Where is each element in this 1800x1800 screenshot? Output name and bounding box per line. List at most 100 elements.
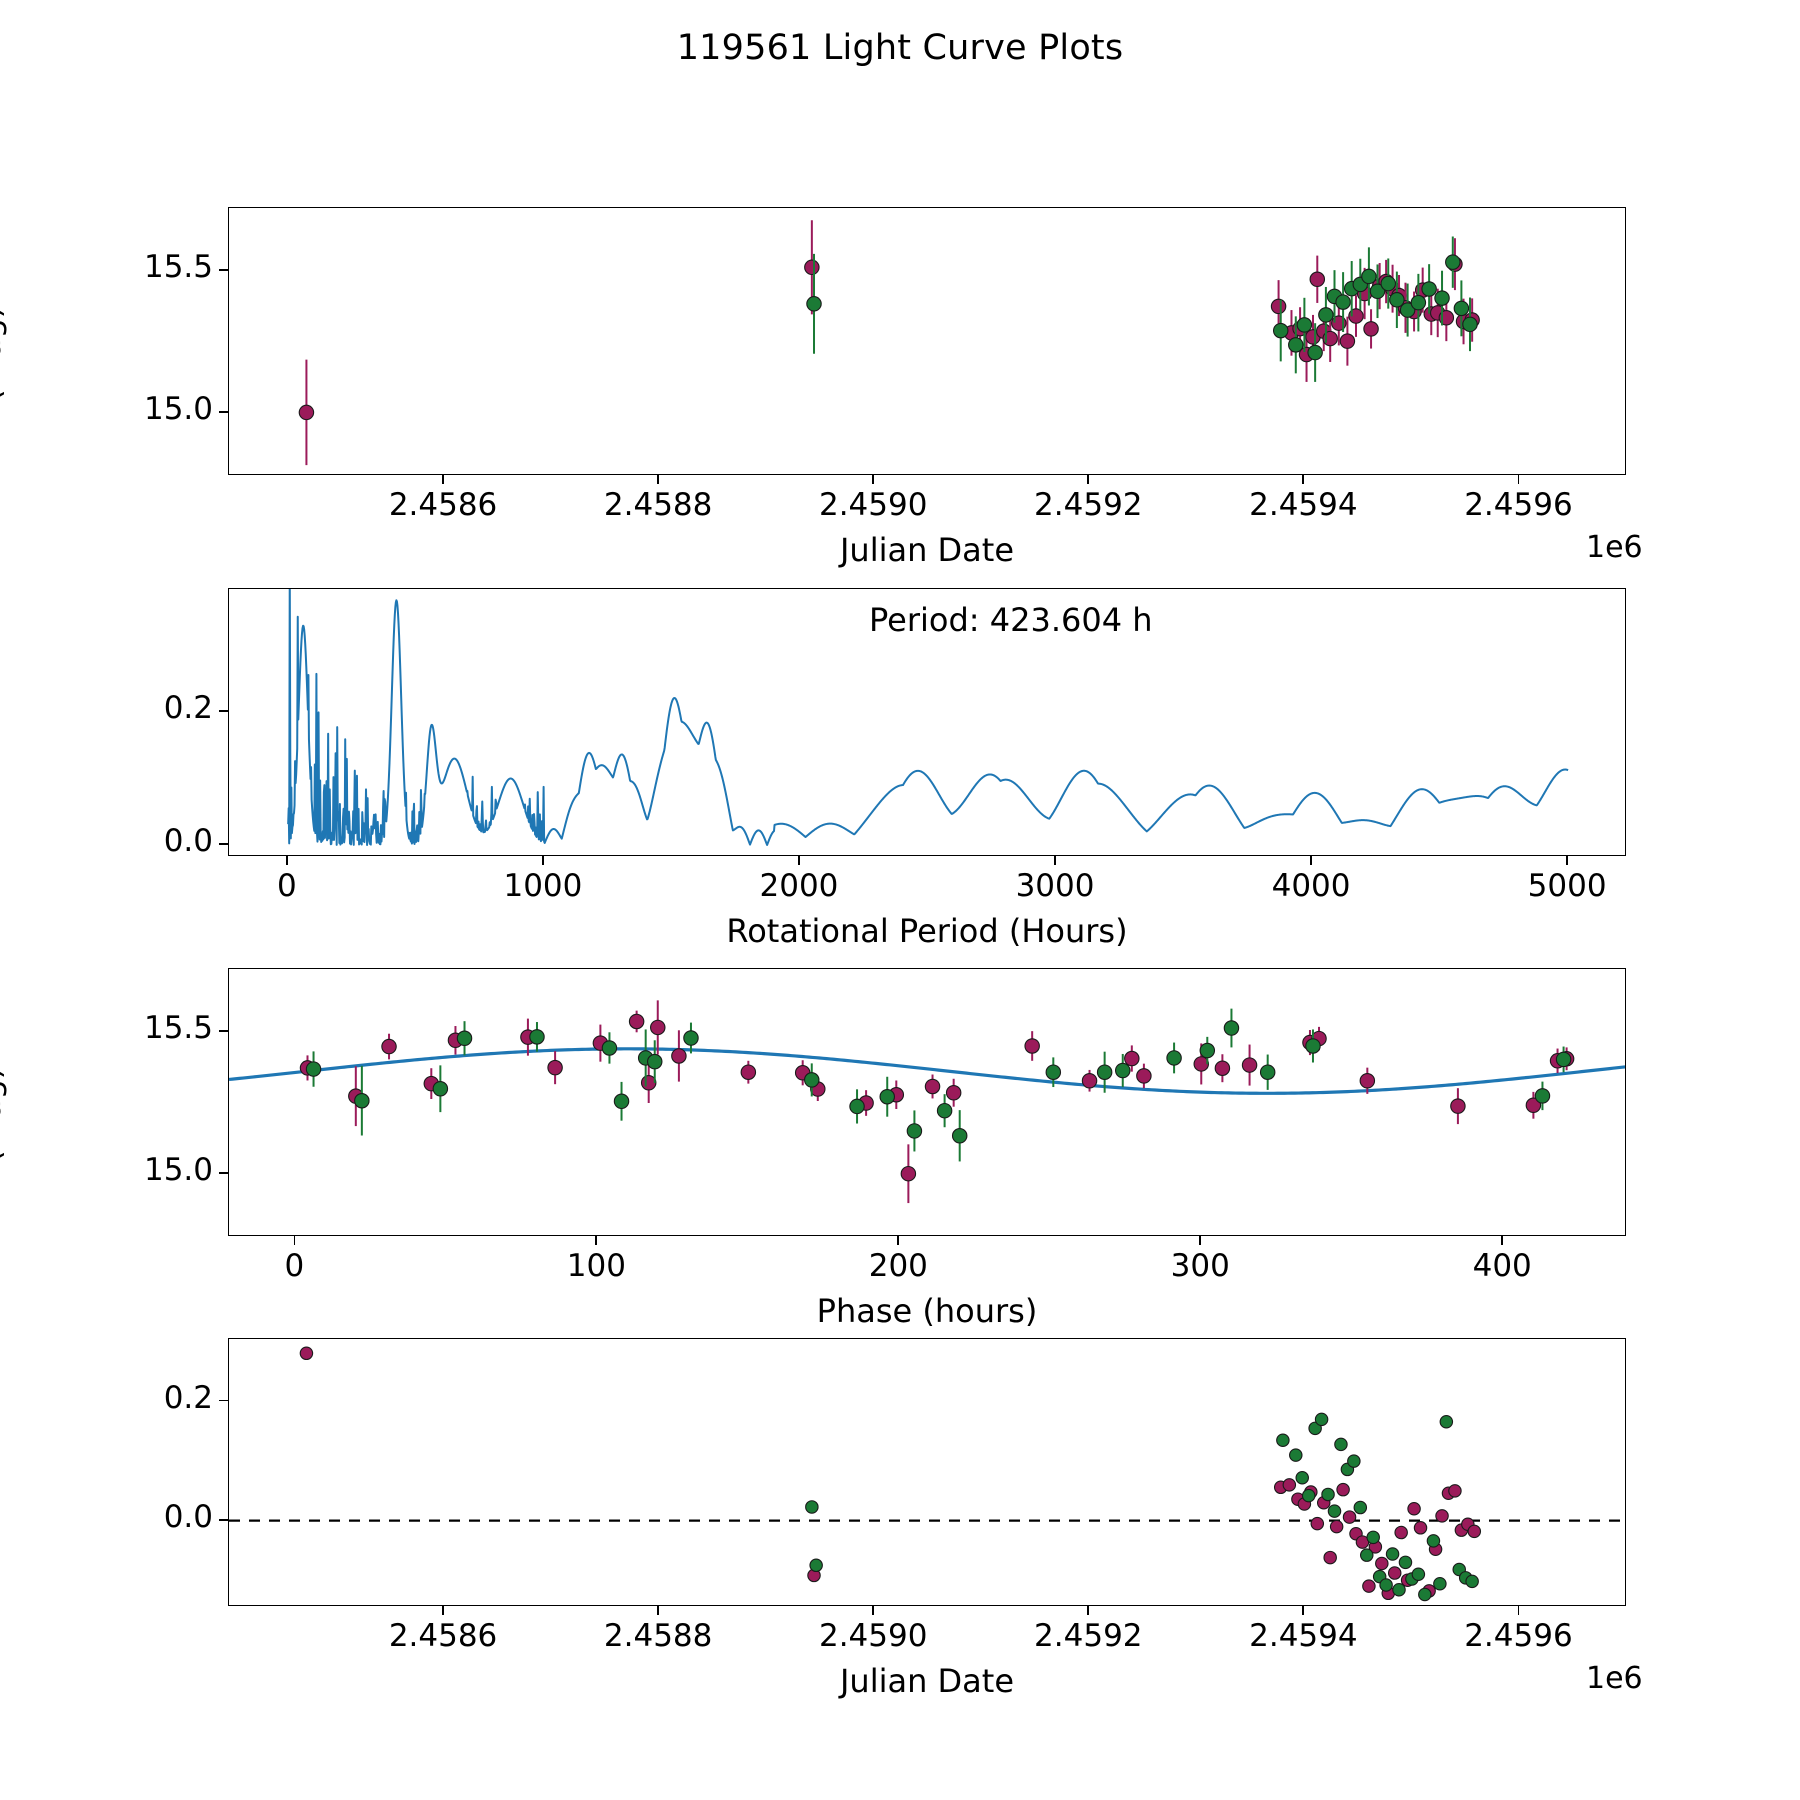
y-tick-mark xyxy=(219,843,228,845)
data-point xyxy=(646,1053,663,1070)
x-tick-label: 3000 xyxy=(1015,868,1095,904)
periodogram-line xyxy=(287,589,1569,846)
x-tick-mark xyxy=(442,1606,444,1615)
x-tick-mark xyxy=(1199,1236,1202,1245)
data-point xyxy=(1276,1433,1290,1447)
x-tick-label: 400 xyxy=(1472,1248,1532,1284)
residuals-plot-area xyxy=(229,1346,1625,1602)
data-point xyxy=(1288,337,1304,353)
data-point xyxy=(1399,302,1416,318)
data-point xyxy=(951,1128,968,1144)
data-point xyxy=(900,1165,917,1182)
y-tick-mark xyxy=(219,411,228,414)
data-point xyxy=(1433,1577,1447,1591)
data-point xyxy=(1199,1042,1216,1059)
data-point xyxy=(671,1048,687,1064)
data-point xyxy=(1321,1487,1335,1502)
data-point xyxy=(1465,1574,1479,1589)
data-point xyxy=(1389,292,1405,308)
data-point xyxy=(879,1088,895,1105)
data-point xyxy=(1525,1097,1542,1114)
data-point xyxy=(1329,1519,1344,1534)
y-tick-label: 15.0 xyxy=(143,1152,213,1189)
x-axis-label: Rotational Period (Hours) xyxy=(726,912,1128,950)
data-point xyxy=(1361,268,1377,285)
data-point xyxy=(650,1019,666,1036)
y-axis-label: H (mag) xyxy=(0,1066,8,1197)
data-point xyxy=(298,404,315,421)
y-tick-mark xyxy=(219,268,228,271)
lightcurve-panel xyxy=(228,207,1626,475)
x-tick-label: 100 xyxy=(566,1248,626,1284)
x-tick-mark xyxy=(1517,1606,1520,1615)
data-point xyxy=(1360,1548,1374,1562)
data-point xyxy=(1295,1471,1309,1485)
y-tick-mark xyxy=(219,1172,228,1175)
x-tick-label: 2.4590 xyxy=(818,1618,928,1654)
x-tick-mark xyxy=(798,856,800,865)
data-point xyxy=(805,1500,819,1514)
data-point xyxy=(456,1030,473,1047)
x-axis-label: Phase (hours) xyxy=(816,1292,1038,1330)
data-point xyxy=(1318,307,1334,323)
lightcurve-plot-area xyxy=(298,220,1480,466)
x-tick-mark xyxy=(1302,475,1305,484)
x-tick-label: 5000 xyxy=(1527,868,1607,904)
periodogram-axes-frame: Period: 423.604 h xyxy=(228,588,1626,856)
data-point xyxy=(1398,1555,1413,1570)
x-tick-label: 4000 xyxy=(1271,868,1351,904)
y-tick-mark xyxy=(219,1399,228,1402)
data-point xyxy=(1410,294,1427,311)
data-point xyxy=(1380,275,1397,292)
phase-folded-plot-area xyxy=(229,1000,1625,1204)
data-point xyxy=(1259,1064,1276,1080)
data-point xyxy=(1323,1550,1337,1565)
data-point xyxy=(1385,1547,1400,1561)
x-tick-mark xyxy=(872,1606,875,1615)
data-point xyxy=(1426,1534,1441,1548)
x-tick-label: 2.4592 xyxy=(1034,1618,1143,1654)
data-point xyxy=(1407,1501,1421,1516)
data-point xyxy=(1379,1578,1393,1592)
x-tick-mark xyxy=(657,475,660,484)
x-tick-label: 2.4594 xyxy=(1249,487,1358,523)
x-axis-label: Julian Date xyxy=(839,531,1015,569)
data-point xyxy=(1448,1484,1462,1498)
x-tick-label: 2.4588 xyxy=(603,487,713,523)
data-point xyxy=(1282,1478,1297,1492)
x-tick-label: 2.4586 xyxy=(388,487,498,523)
data-point xyxy=(683,1030,699,1046)
data-point xyxy=(1363,321,1379,337)
data-point xyxy=(1136,1068,1152,1084)
x-tick-label: 2.4596 xyxy=(1464,487,1573,523)
data-point xyxy=(305,1061,322,1077)
data-point xyxy=(1467,1524,1482,1539)
data-point xyxy=(1301,1488,1316,1503)
data-point xyxy=(1270,298,1287,315)
data-point xyxy=(1307,344,1323,361)
x-tick-mark xyxy=(1087,475,1090,484)
x-tick-label: 2.4596 xyxy=(1464,1618,1573,1654)
data-point xyxy=(1369,283,1386,300)
data-point xyxy=(354,1092,370,1109)
data-point xyxy=(529,1029,545,1045)
data-point xyxy=(1327,1504,1342,1518)
x-tick-mark xyxy=(285,856,288,865)
data-point xyxy=(1309,271,1326,288)
y-tick-label: 15.5 xyxy=(143,1009,213,1046)
x-tick-mark xyxy=(1302,1606,1305,1615)
data-point xyxy=(1462,316,1478,333)
sinusoid-fit-line xyxy=(229,1047,1625,1095)
data-point xyxy=(1434,290,1450,306)
data-point xyxy=(809,1558,823,1573)
data-point xyxy=(740,1064,757,1080)
residuals-axes-frame xyxy=(228,1338,1626,1606)
lightcurve-axes-frame xyxy=(228,207,1626,475)
data-point xyxy=(432,1080,449,1097)
data-point xyxy=(906,1123,923,1139)
x-tick-mark xyxy=(1517,475,1520,484)
page-title: 119561 Light Curve Plots xyxy=(676,28,1124,68)
data-point xyxy=(1450,1098,1466,1114)
x-axis-label: Julian Date xyxy=(839,1662,1015,1700)
y-tick-mark xyxy=(219,1029,228,1032)
